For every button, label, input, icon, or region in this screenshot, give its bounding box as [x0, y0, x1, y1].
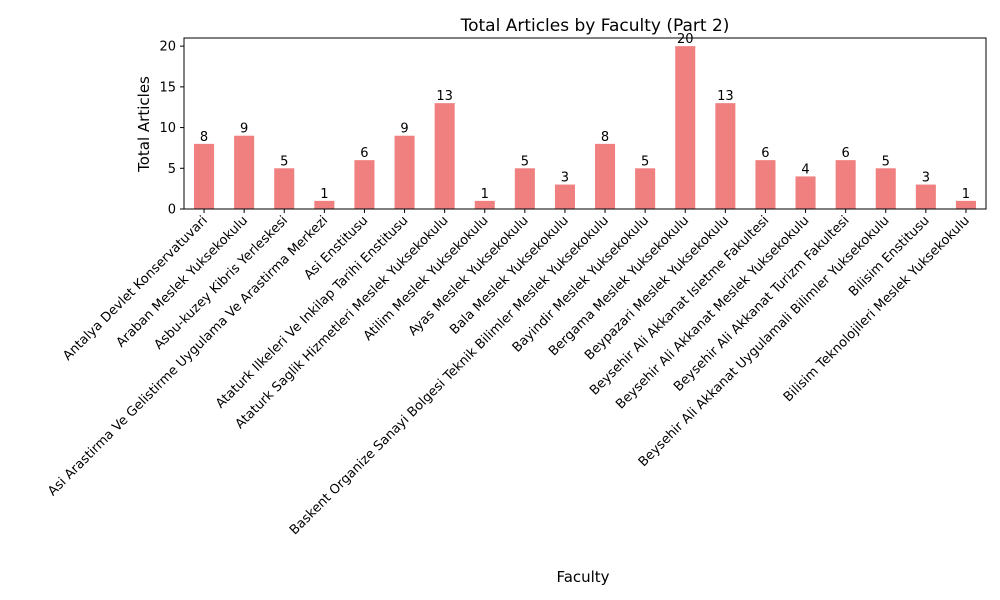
bar — [795, 176, 816, 209]
bar-value-label: 3 — [922, 171, 930, 186]
x-tick-label: Beypazari Meslek Yuksekokulu — [582, 213, 732, 363]
bar-value-label: 1 — [481, 187, 489, 202]
y-axis: 0 5 10 15 20 — [159, 40, 184, 218]
bar-value-label: 6 — [360, 146, 368, 161]
plot-frame — [183, 37, 987, 210]
bar — [595, 143, 616, 209]
bar-value-label: 9 — [400, 122, 408, 137]
bar — [875, 168, 896, 209]
x-tick-label: Antalya Devlet Konservatuvari — [60, 213, 211, 364]
x-tick-label: Asi Arastirma Ve Gelistirme Uygulama Ve … — [45, 213, 331, 499]
bar — [915, 184, 936, 209]
bars-group — [194, 46, 976, 210]
bar — [715, 103, 736, 209]
bar-value-label: 20 — [677, 32, 694, 47]
bar — [194, 143, 215, 209]
y-tick-label: 5 — [168, 162, 176, 177]
chart-title: Total Articles by Faculty (Part 2) — [460, 16, 730, 36]
bar — [755, 160, 776, 209]
bar — [955, 200, 976, 209]
bar-value-label: 6 — [842, 146, 850, 161]
bar — [354, 160, 375, 209]
bar — [274, 168, 295, 209]
bar — [314, 200, 335, 209]
x-tick-label: Bilisim Teknolojileri Meslek Yuksekokulu — [781, 213, 973, 405]
bar — [835, 160, 856, 209]
bar — [675, 46, 696, 210]
x-axis-title: Faculty — [556, 568, 609, 586]
bar-value-label: 5 — [641, 154, 649, 169]
y-tick-label: 20 — [159, 40, 176, 55]
bar — [474, 200, 495, 209]
bar-value-label: 8 — [200, 130, 208, 145]
data-labels-group: 8 9 5 1 6 9 13 1 5 3 8 5 20 13 6 4 6 5 3 1 — [200, 32, 970, 202]
bar-value-label: 3 — [561, 171, 569, 186]
bar-value-label: 6 — [761, 146, 769, 161]
bar-value-label: 5 — [280, 154, 288, 169]
bar-value-label: 1 — [320, 187, 328, 202]
bar-value-label: 1 — [962, 187, 970, 202]
bar-value-label: 4 — [801, 162, 809, 177]
y-axis-title: Total Articles — [135, 76, 153, 173]
bar — [635, 168, 656, 209]
bar-value-label: 5 — [882, 154, 890, 169]
bar-value-label: 9 — [240, 122, 248, 137]
bar-value-label: 8 — [601, 130, 609, 145]
y-tick-label: 10 — [159, 121, 176, 136]
bar — [514, 168, 535, 209]
bar-value-label: 13 — [436, 89, 453, 104]
bar — [394, 135, 415, 209]
y-tick-label: 15 — [159, 80, 176, 95]
bar — [234, 135, 255, 209]
bar — [554, 184, 575, 209]
bar-value-label: 5 — [521, 154, 529, 169]
bar-value-label: 13 — [717, 89, 734, 104]
y-tick-label: 0 — [168, 203, 176, 218]
bar — [434, 103, 455, 209]
